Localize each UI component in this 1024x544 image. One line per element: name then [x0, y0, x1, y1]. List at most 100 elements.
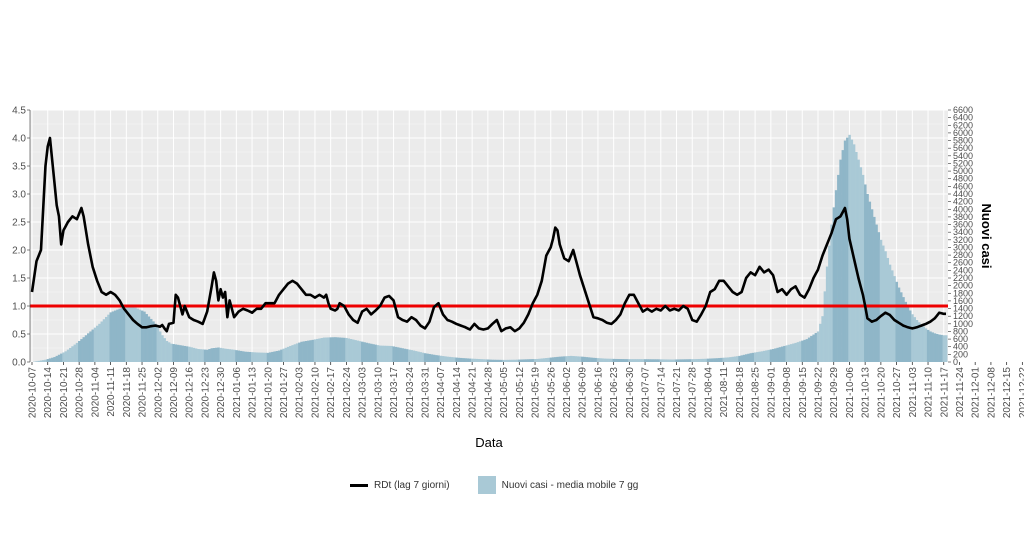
- new-cases-bar: [89, 331, 92, 362]
- new-cases-bar: [929, 331, 932, 362]
- new-cases-bar: [192, 347, 196, 362]
- x-tick-label: 2021-01-20: [263, 367, 274, 419]
- x-tick-label: 2021-12-15: [1002, 367, 1013, 419]
- y-tick-label-right: 4000: [953, 204, 973, 214]
- new-cases-bar: [749, 353, 753, 362]
- new-cases-bar: [392, 346, 395, 362]
- y-tick-label-left: 4.0: [12, 134, 26, 145]
- new-cases-bar: [821, 316, 824, 362]
- new-cases-bar: [704, 358, 708, 362]
- new-cases-bar: [289, 345, 292, 362]
- new-cases-bar: [715, 358, 719, 362]
- new-cases-bar: [657, 359, 660, 362]
- new-cases-bar: [399, 347, 402, 362]
- y-tick-label-left: 1.5: [12, 274, 26, 285]
- legend: RDt (lag 7 giorni) Nuovi casi - media mo…: [350, 476, 666, 494]
- new-cases-bar: [185, 346, 189, 362]
- new-cases-bar: [75, 342, 79, 362]
- new-cases-bar: [93, 327, 97, 362]
- new-cases-bar: [468, 358, 472, 362]
- new-cases-bar: [158, 331, 162, 362]
- new-cases-bar: [203, 349, 207, 362]
- new-cases-bar: [336, 337, 339, 362]
- new-cases-bar: [127, 307, 130, 362]
- new-cases-bar: [551, 357, 555, 362]
- new-cases-bar: [670, 359, 674, 362]
- new-cases-bar: [500, 359, 503, 362]
- new-cases-bar: [810, 336, 813, 362]
- new-cases-bar: [208, 349, 211, 362]
- new-cases-bar: [190, 347, 193, 362]
- new-cases-bar: [531, 359, 535, 362]
- new-cases-bar: [179, 345, 182, 362]
- new-cases-bar: [104, 316, 108, 362]
- new-cases-bar: [378, 345, 382, 362]
- new-cases-bar: [655, 359, 658, 362]
- new-cases-bar: [789, 344, 793, 362]
- y-tick-label-right: 800: [953, 326, 968, 336]
- new-cases-bar: [423, 353, 427, 362]
- new-cases-bar: [897, 287, 901, 362]
- new-cases-bar: [343, 337, 346, 362]
- new-cases-bar: [84, 335, 88, 362]
- new-cases-bar: [747, 353, 750, 362]
- new-cases-bar: [71, 346, 74, 362]
- new-cases-bar: [118, 308, 122, 362]
- new-cases-bar: [226, 348, 229, 362]
- new-cases-bar: [493, 359, 497, 362]
- new-cases-bar: [877, 232, 881, 362]
- y-tick-label-left: 4.5: [12, 106, 26, 117]
- new-cases-bar: [60, 353, 63, 362]
- new-cases-bar: [138, 309, 142, 362]
- new-cases-bar: [713, 358, 717, 362]
- new-cases-bar: [352, 339, 355, 362]
- new-cases-bar: [830, 224, 833, 362]
- new-cases-bar: [372, 344, 375, 362]
- new-cases-bar: [933, 333, 937, 362]
- x-tick-label: 2021-08-18: [735, 367, 746, 419]
- new-cases-bar: [82, 337, 86, 362]
- new-cases-bar: [143, 311, 146, 362]
- new-cases-bar: [57, 354, 61, 362]
- new-cases-bar: [307, 340, 310, 362]
- new-cases-bar: [385, 345, 389, 362]
- new-cases-bar: [152, 321, 155, 362]
- new-cases-bar: [313, 339, 317, 362]
- new-cases-bar: [765, 350, 768, 362]
- new-cases-bar: [410, 350, 413, 362]
- new-cases-bar: [870, 209, 874, 362]
- x-tick-label: 2021-06-09: [578, 367, 589, 419]
- new-cases-bar: [899, 292, 903, 362]
- y-tick-label-right: 3800: [953, 212, 973, 222]
- x-tick-label: 2021-05-19: [531, 367, 542, 419]
- legend-label-bars: Nuovi casi - media mobile 7 gg: [501, 479, 639, 491]
- new-cases-bar: [634, 359, 638, 362]
- new-cases-bar: [412, 350, 416, 362]
- x-tick-label: 2021-04-07: [436, 367, 447, 419]
- new-cases-bar: [165, 341, 169, 362]
- new-cases-bar: [944, 335, 948, 362]
- new-cases-bar: [940, 334, 943, 362]
- new-cases-bar: [581, 356, 584, 362]
- new-cases-bar: [677, 359, 681, 362]
- new-cases-bar: [277, 350, 281, 362]
- new-cases-bar: [161, 335, 164, 362]
- x-tick-label: 2020-12-30: [216, 367, 227, 419]
- x-tick-label: 2020-12-02: [153, 367, 164, 419]
- new-cases-bar: [592, 357, 595, 362]
- y-tick-label-right: 3200: [953, 235, 973, 245]
- new-cases-bar: [273, 351, 276, 362]
- new-cases-bar: [311, 339, 315, 362]
- x-tick-label: 2021-03-31: [420, 367, 431, 419]
- new-cases-bar: [695, 359, 699, 362]
- new-cases-bar: [369, 343, 373, 362]
- new-cases-bar: [868, 201, 872, 362]
- new-cases-bar: [661, 359, 665, 362]
- new-cases-bar: [675, 359, 678, 362]
- x-tick-label: 2021-12-22: [1018, 367, 1024, 419]
- y-tick-label-right: 5800: [953, 136, 973, 146]
- new-cases-bar: [497, 359, 501, 362]
- new-cases-bar: [87, 333, 90, 362]
- new-cases-bar: [614, 358, 618, 362]
- y-tick-label-right: 6000: [953, 128, 973, 138]
